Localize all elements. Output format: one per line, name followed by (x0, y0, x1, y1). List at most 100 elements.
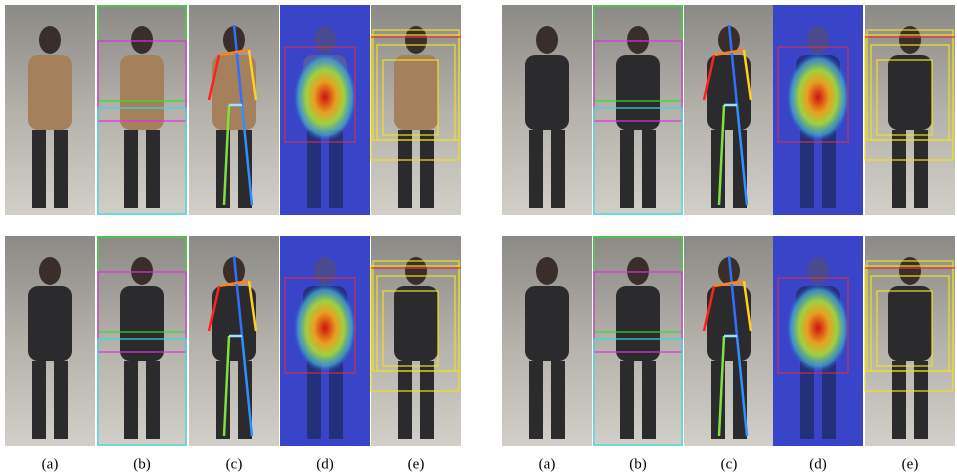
person-leg (329, 130, 343, 208)
skeleton-limb (735, 335, 749, 437)
skeleton-limb (240, 335, 254, 437)
panel-caption: (e) (902, 456, 919, 472)
box-yellow (870, 44, 950, 141)
person-torso (525, 286, 569, 361)
skeleton-limb (727, 24, 739, 106)
box-red (777, 46, 849, 143)
person-leg (620, 361, 634, 439)
person-head (807, 26, 829, 54)
skeleton-limb (702, 285, 716, 332)
person-torso (120, 55, 164, 130)
person-torso (212, 286, 256, 361)
skeleton-limb (713, 279, 745, 288)
person-head (405, 26, 427, 54)
person-leg (238, 130, 252, 208)
skeleton-limb (218, 279, 250, 288)
person-leg (54, 361, 68, 439)
skeleton-limb (232, 24, 244, 106)
skeleton-limb (742, 280, 753, 332)
person-head (899, 26, 921, 54)
skeleton-limb (222, 335, 231, 437)
box-yellow (370, 34, 460, 161)
skeleton-limb (713, 48, 745, 57)
person-head (131, 257, 153, 285)
box-red (284, 46, 356, 143)
person-leg (529, 130, 543, 208)
person-torso (616, 286, 660, 361)
person-leg (398, 361, 412, 439)
person-leg (32, 361, 46, 439)
panel-caption: (d) (809, 456, 827, 472)
skeleton-limb (240, 104, 254, 206)
panel-caption: (d) (316, 456, 334, 472)
person-head (39, 26, 61, 54)
skeleton-limb (232, 255, 244, 337)
person-leg (733, 361, 747, 439)
skeleton-limb (717, 104, 726, 206)
box-yellow (382, 290, 439, 367)
person-leg (551, 130, 565, 208)
person-torso (888, 286, 932, 361)
panel-caption: (c) (226, 456, 243, 472)
person-head (223, 26, 245, 54)
skeleton-limb (727, 255, 739, 337)
captions: (a) (b) (c) (d) (e) (a) (b) (c) (d) (e) (42, 456, 919, 472)
person-leg (307, 361, 321, 439)
person-leg (54, 130, 68, 208)
person-leg (420, 361, 434, 439)
box-yellow (876, 59, 933, 136)
person-head (627, 26, 649, 54)
person-leg (398, 130, 412, 208)
box-cyan (593, 338, 683, 446)
person-torso (525, 55, 569, 130)
person-leg (822, 130, 836, 208)
box-yellow (876, 290, 933, 367)
panel-caption: (e) (408, 456, 425, 472)
box-cyan (97, 338, 187, 446)
person-head (536, 26, 558, 54)
person-leg (914, 130, 928, 208)
skeleton-limb (735, 104, 749, 206)
person-leg (124, 130, 138, 208)
box-yellow (864, 34, 954, 161)
box-cyan (97, 107, 187, 215)
person-leg (329, 361, 343, 439)
person-torso (707, 286, 751, 361)
box-magenta (97, 40, 187, 122)
panel-caption: (b) (629, 456, 647, 472)
person-leg (551, 361, 565, 439)
person-torso (616, 55, 660, 130)
person-leg (800, 361, 814, 439)
person-torso (394, 286, 438, 361)
person-leg (146, 130, 160, 208)
person-leg (642, 361, 656, 439)
person-head (314, 26, 336, 54)
heatmap (293, 283, 357, 373)
skeleton-limb (717, 335, 726, 437)
person-leg (307, 130, 321, 208)
person-leg (238, 361, 252, 439)
box-yellow (370, 265, 460, 392)
person-leg (529, 361, 543, 439)
person-torso (120, 286, 164, 361)
skeleton-limb (742, 49, 753, 101)
person-leg (124, 361, 138, 439)
person-torso (394, 55, 438, 130)
person-leg (32, 130, 46, 208)
heatmap (786, 283, 850, 373)
box-cyan (593, 107, 683, 215)
person-head (627, 257, 649, 285)
box-magenta (593, 40, 683, 122)
person-head (718, 26, 740, 54)
person-leg (892, 130, 906, 208)
skeleton-limb (218, 48, 250, 57)
box-yellow (376, 44, 456, 141)
skeleton-limb (207, 285, 221, 332)
panel-caption: (a) (42, 456, 59, 472)
person-head (39, 257, 61, 285)
person-head (536, 257, 558, 285)
box-yellow (382, 59, 439, 136)
skeleton-limb (207, 54, 221, 101)
person-torso (28, 286, 72, 361)
